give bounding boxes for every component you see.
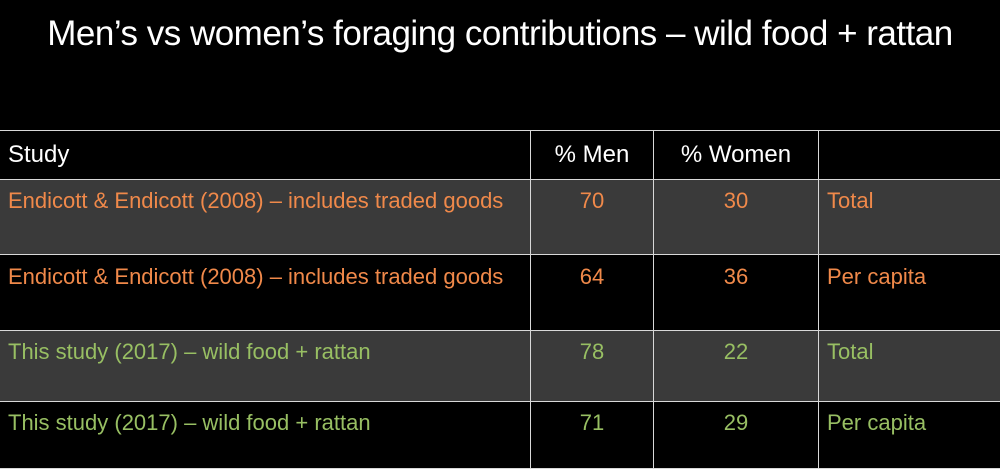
cell-basis: Per capita	[819, 402, 1000, 469]
cell-study: This study (2017) – wild food + rattan	[0, 331, 531, 402]
contributions-table-container: Study % Men % Women Endicott & Endicott …	[0, 130, 998, 469]
header-men: % Men	[531, 131, 654, 180]
cell-men: 71	[531, 402, 654, 469]
table-row: This study (2017) – wild food + rattan 7…	[0, 331, 1000, 402]
cell-men: 78	[531, 331, 654, 402]
cell-basis: Per capita	[819, 255, 1000, 331]
cell-women: 29	[654, 402, 819, 469]
header-women: % Women	[654, 131, 819, 180]
cell-basis: Total	[819, 331, 1000, 402]
cell-men: 64	[531, 255, 654, 331]
table-header-row: Study % Men % Women	[0, 131, 1000, 180]
contributions-table: Study % Men % Women Endicott & Endicott …	[0, 130, 1000, 469]
cell-study: Endicott & Endicott (2008) – includes tr…	[0, 255, 531, 331]
cell-women: 36	[654, 255, 819, 331]
table-row: This study (2017) – wild food + rattan 7…	[0, 402, 1000, 469]
header-basis	[819, 131, 1000, 180]
cell-women: 22	[654, 331, 819, 402]
cell-women: 30	[654, 180, 819, 255]
cell-study: This study (2017) – wild food + rattan	[0, 402, 531, 469]
table-row: Endicott & Endicott (2008) – includes tr…	[0, 255, 1000, 331]
header-study: Study	[0, 131, 531, 180]
cell-study: Endicott & Endicott (2008) – includes tr…	[0, 180, 531, 255]
slide-title: Men’s vs women’s foraging contributions …	[0, 14, 1000, 54]
table-row: Endicott & Endicott (2008) – includes tr…	[0, 180, 1000, 255]
cell-men: 70	[531, 180, 654, 255]
cell-basis: Total	[819, 180, 1000, 255]
